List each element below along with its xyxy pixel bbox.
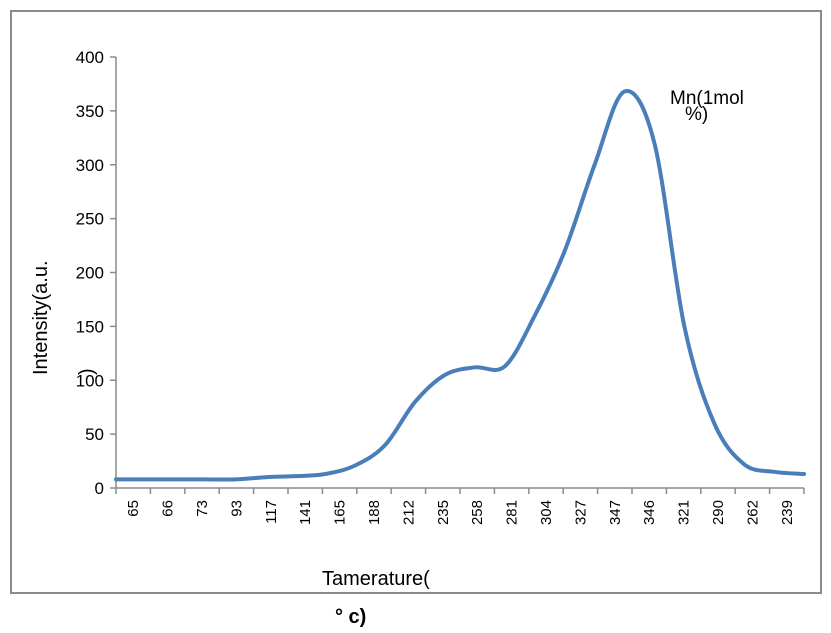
x-tick-label: 239 <box>779 500 796 525</box>
x-tick-label: 73 <box>194 500 211 517</box>
x-tick-label: 346 <box>641 500 658 525</box>
y-tick-label: 350 <box>76 102 104 121</box>
y-axis-label-line-1: Intensity(a.u. <box>30 260 52 375</box>
x-axis-ticks: 65 66 73 93 117 141 165 188 212 235 258 281 304 327 34… <box>115 488 805 525</box>
x-tick-label: 212 <box>400 500 417 525</box>
x-tick-label: 290 <box>710 500 727 525</box>
x-tick-label: 321 <box>676 500 693 525</box>
y-axis-label-line-2: ) <box>76 368 98 375</box>
y-axis-ticks: 0 50 100 150 200 250 300 350 400 <box>76 48 116 498</box>
x-tick-label: 188 <box>366 500 383 525</box>
y-tick-label: 250 <box>76 210 104 229</box>
x-axis-label-line-2: ° c) <box>335 606 367 628</box>
x-tick-label: 93 <box>228 500 245 517</box>
y-tick-label: 400 <box>76 48 104 67</box>
x-tick-label: 258 <box>469 500 486 525</box>
y-tick-label: 0 <box>95 479 104 498</box>
x-tick-label: 262 <box>744 500 761 525</box>
series-line <box>114 89 806 482</box>
x-tick-label: 141 <box>297 500 314 525</box>
x-tick-label: 347 <box>607 500 624 525</box>
y-tick-label: 100 <box>76 371 104 390</box>
y-tick-label: 300 <box>76 156 104 175</box>
x-tick-label: 165 <box>332 500 349 525</box>
x-tick-label: 65 <box>125 500 142 517</box>
x-tick-label: 327 <box>572 500 589 525</box>
chart-title-line-2: %) <box>685 104 709 125</box>
x-tick-label: 235 <box>435 500 452 525</box>
x-tick-label: 117 <box>263 500 280 524</box>
x-axis-label-line-1: Tamerature( <box>322 568 430 590</box>
chart-frame <box>10 10 822 594</box>
x-tick-label: 66 <box>160 500 177 517</box>
chart-title-line-1: Mn(1mol <box>670 88 744 109</box>
y-tick-label: 200 <box>76 264 104 283</box>
y-tick-label: 50 <box>85 425 104 444</box>
y-tick-label: 150 <box>76 317 104 336</box>
x-tick-label: 304 <box>538 500 555 525</box>
x-tick-label: 281 <box>504 500 521 525</box>
